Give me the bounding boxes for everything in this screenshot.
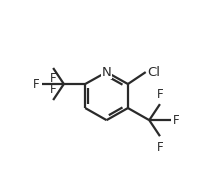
Text: F: F (50, 83, 56, 96)
Text: F: F (173, 114, 180, 127)
Text: F: F (157, 141, 163, 154)
Text: F: F (157, 88, 163, 101)
Text: N: N (102, 66, 111, 79)
Text: Cl: Cl (147, 66, 161, 79)
Text: F: F (33, 77, 40, 91)
Text: F: F (50, 72, 56, 85)
